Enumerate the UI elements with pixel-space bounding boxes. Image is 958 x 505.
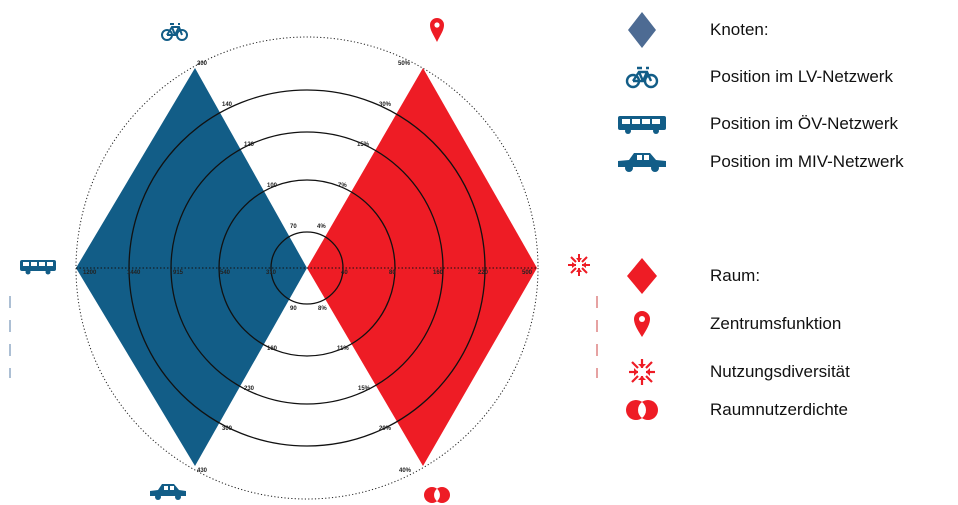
- bicycle-icon: [161, 23, 188, 41]
- legend-item: Position im MIV-Netzwerk: [610, 145, 904, 179]
- legend-node-title: Knoten:: [710, 20, 769, 39]
- legend-label: Zentrumsfunktion: [710, 314, 842, 333]
- node-bottom-end-label: 430: [197, 468, 208, 474]
- space-right-tick: 80: [389, 270, 396, 276]
- space-right-tick: 40: [341, 270, 348, 276]
- node-bottom-tick: 90: [290, 306, 297, 312]
- legend-item: Position im LV-Netzwerk: [610, 60, 893, 94]
- space-bottom-tick: 8%: [318, 306, 327, 312]
- space-bottom-tick: 15%: [358, 386, 371, 392]
- node-bottom-tick: 160: [267, 346, 278, 352]
- legend-item: Position im ÖV-Netzwerk: [610, 107, 898, 141]
- legend-label: Position im MIV-Netzwerk: [710, 152, 904, 171]
- node-left-tick: 1440: [127, 270, 141, 276]
- diamond-icon: [610, 258, 674, 294]
- space-top-tick: 30%: [379, 102, 392, 108]
- space-top-end-label: 50%: [398, 61, 411, 67]
- arrows-converging-icon: [568, 254, 590, 276]
- legend-label: Raumnutzerdichte: [710, 400, 848, 419]
- bicycle-icon: [610, 65, 674, 89]
- bus-icon: [20, 260, 56, 275]
- node-bottom-tick: 230: [244, 386, 255, 392]
- legend-label: Position im ÖV-Netzwerk: [710, 114, 898, 133]
- car-icon: [610, 151, 674, 173]
- legend-item: Nutzungsdiversität: [610, 355, 850, 389]
- legend-space-title: Raum:: [710, 266, 761, 285]
- location-pin-icon: [610, 310, 674, 338]
- space-right-end-label: 500: [522, 270, 533, 276]
- legend-label: Nutzungsdiversität: [710, 362, 850, 381]
- node-bottom-tick: 300: [222, 426, 233, 432]
- space-right-tick: 160: [433, 270, 444, 276]
- space-right-tick: 220: [478, 270, 489, 276]
- node-left-tick: 915: [173, 270, 184, 276]
- overlapping-circles-icon: [610, 398, 674, 422]
- node-top-end-label: 200: [197, 61, 208, 67]
- space-diamond: [307, 68, 537, 466]
- location-pin-icon: [430, 18, 444, 42]
- overlapping-circles-icon: [424, 487, 450, 503]
- space-bottom-end-label: 40%: [399, 468, 412, 474]
- node-top-tick: 140: [222, 102, 233, 108]
- node-left-tick: 540: [220, 270, 231, 276]
- bus-icon: [610, 113, 674, 135]
- space-bottom-tick: 20%: [379, 426, 392, 432]
- node-top-tick: 120: [244, 142, 255, 148]
- legend-space-title-row: Raum:: [610, 258, 761, 294]
- outer-circle: [75, 36, 539, 500]
- diamond-icon: [610, 12, 674, 48]
- space-top-tick: 4%: [317, 224, 326, 230]
- space-top-tick: 15%: [357, 142, 370, 148]
- car-icon: [150, 484, 186, 500]
- node-top-tick: 70: [290, 224, 297, 230]
- legend-item: Raumnutzerdichte: [610, 393, 848, 427]
- node-top-tick: 100: [267, 183, 278, 189]
- node-left-tick: 310: [266, 270, 277, 276]
- space-top-tick: 7%: [338, 183, 347, 189]
- legend-item: Zentrumsfunktion: [610, 307, 841, 341]
- arrows-converging-icon: [610, 358, 674, 386]
- node-left-end-label: 1200: [83, 270, 97, 276]
- legend-label: Position im LV-Netzwerk: [710, 67, 893, 86]
- space-bottom-tick: 11%: [337, 346, 349, 352]
- legend-node-title-row: Knoten:: [610, 12, 769, 48]
- node-diamond: [76, 68, 307, 466]
